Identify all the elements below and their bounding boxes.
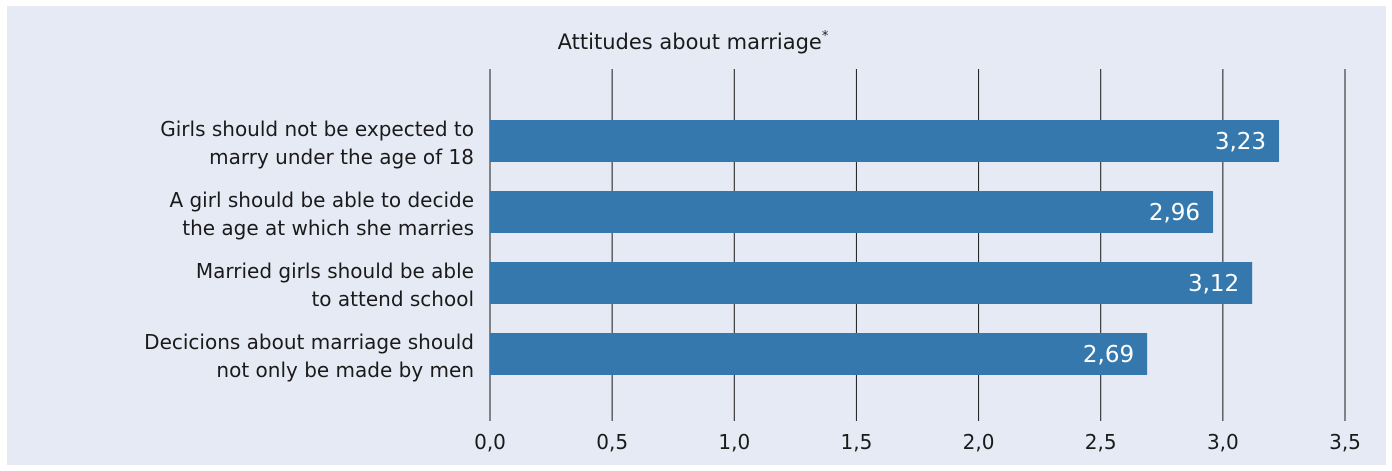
bar — [490, 191, 1214, 233]
category-label: A girl should be able to decide the age a… — [169, 188, 474, 240]
bar — [490, 262, 1253, 304]
category-label: Decicions about marriage should not only … — [144, 330, 474, 382]
data-label: 2,69 — [1083, 342, 1134, 368]
chart-panel — [7, 6, 1386, 465]
x-tick-label: 1,5 — [841, 430, 873, 454]
bars: 3,23 2,96 3,12 2,69 — [490, 120, 1280, 375]
x-tick-label: 1,0 — [718, 430, 750, 454]
x-tick-label: 2,5 — [1085, 430, 1117, 454]
bar — [490, 120, 1280, 162]
category-labels: Girls should not be expected to marry und… — [144, 117, 474, 382]
bar — [490, 333, 1148, 375]
x-tick-label: 0,5 — [596, 430, 628, 454]
category-label: Married girls should be able to attend sc… — [196, 259, 474, 311]
chart-title: Attitudes about marriage* — [558, 29, 829, 54]
data-label: 3,23 — [1215, 129, 1266, 155]
x-tick-label: 3,5 — [1329, 430, 1361, 454]
x-tick-label: 0,0 — [474, 430, 506, 454]
x-tick-label: 3,0 — [1207, 430, 1239, 454]
category-label: Girls should not be expected to marry und… — [160, 117, 474, 169]
x-axis-ticks: 0,0 0,5 1,0 1,5 2,0 2,5 3,0 3,5 — [474, 430, 1361, 454]
data-label: 3,12 — [1188, 271, 1239, 297]
x-tick-label: 2,0 — [963, 430, 995, 454]
data-label: 2,96 — [1149, 200, 1200, 226]
